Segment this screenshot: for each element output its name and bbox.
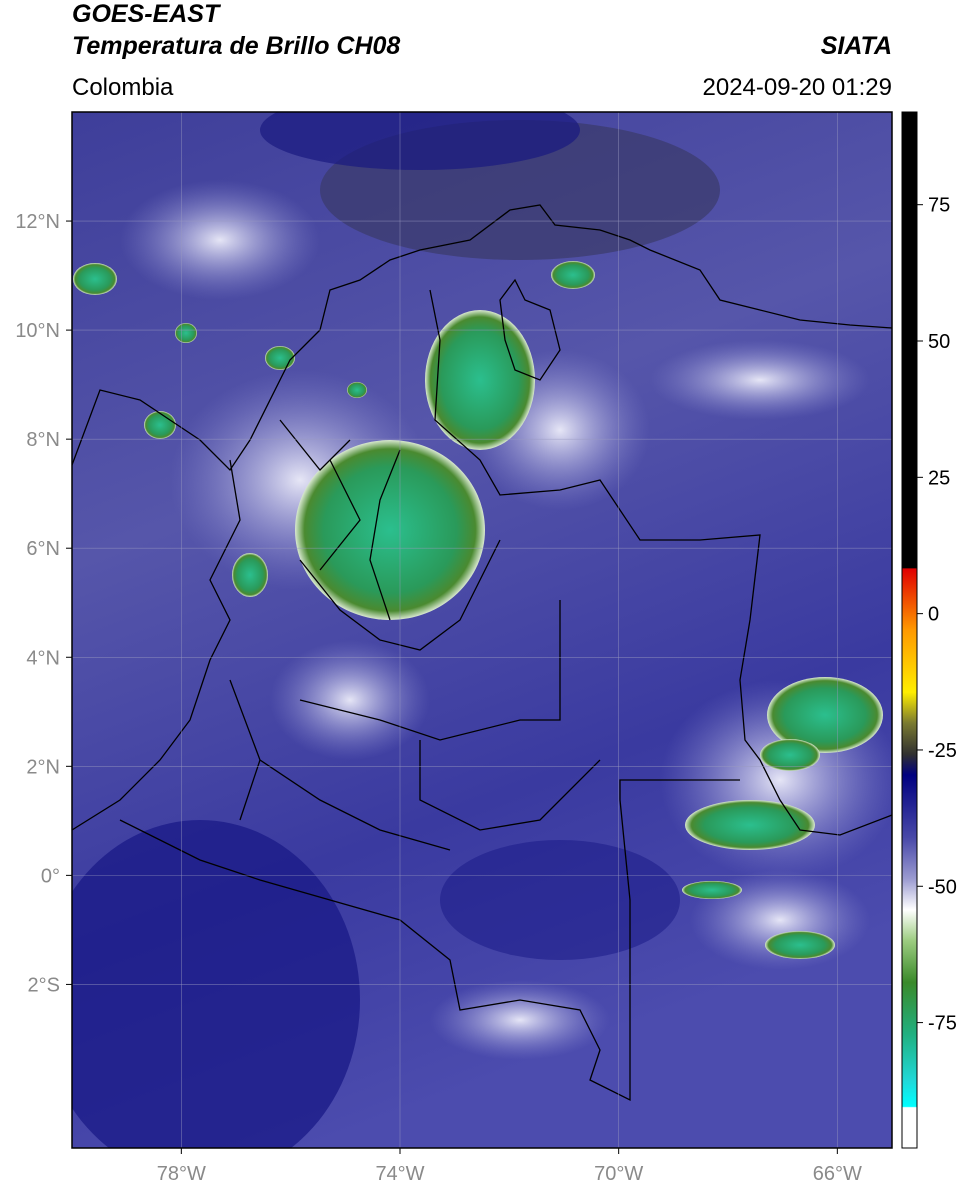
department-border [229, 419, 601, 851]
y-tick-label: 2°N [26, 756, 60, 778]
x-tick-label: 78°W [157, 1163, 206, 1185]
y-tick-label: 4°N [26, 647, 60, 669]
country-border [429, 289, 892, 836]
y-tick-label: 12°N [15, 211, 60, 233]
coastline [72, 204, 892, 472]
country-border [119, 779, 740, 1102]
dry-region [440, 840, 680, 960]
colorbar [901, 111, 918, 1149]
convective-cloud [682, 881, 742, 899]
colorbar-tick-label: 75 [928, 195, 950, 217]
y-tick-label: 0° [41, 865, 60, 887]
convective-cloud [760, 739, 820, 771]
product-title: Temperatura de Brillo CH08 [72, 32, 400, 60]
y-tick-label: 8°N [26, 429, 60, 451]
colorbar-tick-label: -75 [928, 1013, 957, 1035]
convective-cloud [265, 346, 295, 370]
cloud [270, 640, 430, 760]
y-tick-label: 2°S [28, 974, 60, 996]
colorbar-tick-label: 0 [928, 604, 939, 626]
convective-cloud [551, 261, 595, 289]
cloud [650, 340, 870, 420]
convective-cloud [765, 931, 835, 959]
cloud [430, 980, 610, 1060]
cloud [120, 180, 320, 300]
x-tick-label: 74°W [375, 1163, 424, 1185]
datetime-label: 2024-09-20 01:29 [703, 74, 893, 101]
colorbar-tick-label: -50 [928, 876, 957, 898]
satellite-image [72, 112, 892, 1148]
y-tick-label: 10°N [15, 320, 60, 342]
convective-cloud [767, 677, 883, 753]
convective-cloud [347, 382, 367, 398]
source-label: SIATA [821, 32, 892, 60]
convective-cloud [175, 323, 197, 343]
dry-region [260, 112, 580, 170]
convective-cloud [425, 310, 535, 450]
coastline [499, 278, 561, 381]
convective-cloud [144, 411, 176, 439]
colorbar-tick-label: 50 [928, 331, 950, 353]
region-label: Colombia [72, 74, 174, 101]
x-tick-label: 66°W [813, 1163, 862, 1185]
grid [72, 112, 892, 1148]
convective-cloud [232, 553, 268, 597]
x-tick-label: 70°W [594, 1163, 643, 1185]
y-tick-label: 6°N [26, 538, 60, 560]
convective-cloud [73, 263, 117, 295]
map-frame [71, 111, 893, 1149]
colorbar-tick-label: 25 [928, 467, 950, 489]
colorbar-tick-label: -25 [928, 740, 957, 762]
satellite-title: GOES-EAST [72, 0, 222, 28]
convective-cloud [685, 800, 815, 850]
coastline [72, 459, 241, 831]
borders [72, 204, 892, 1102]
dry-region [72, 820, 360, 1148]
